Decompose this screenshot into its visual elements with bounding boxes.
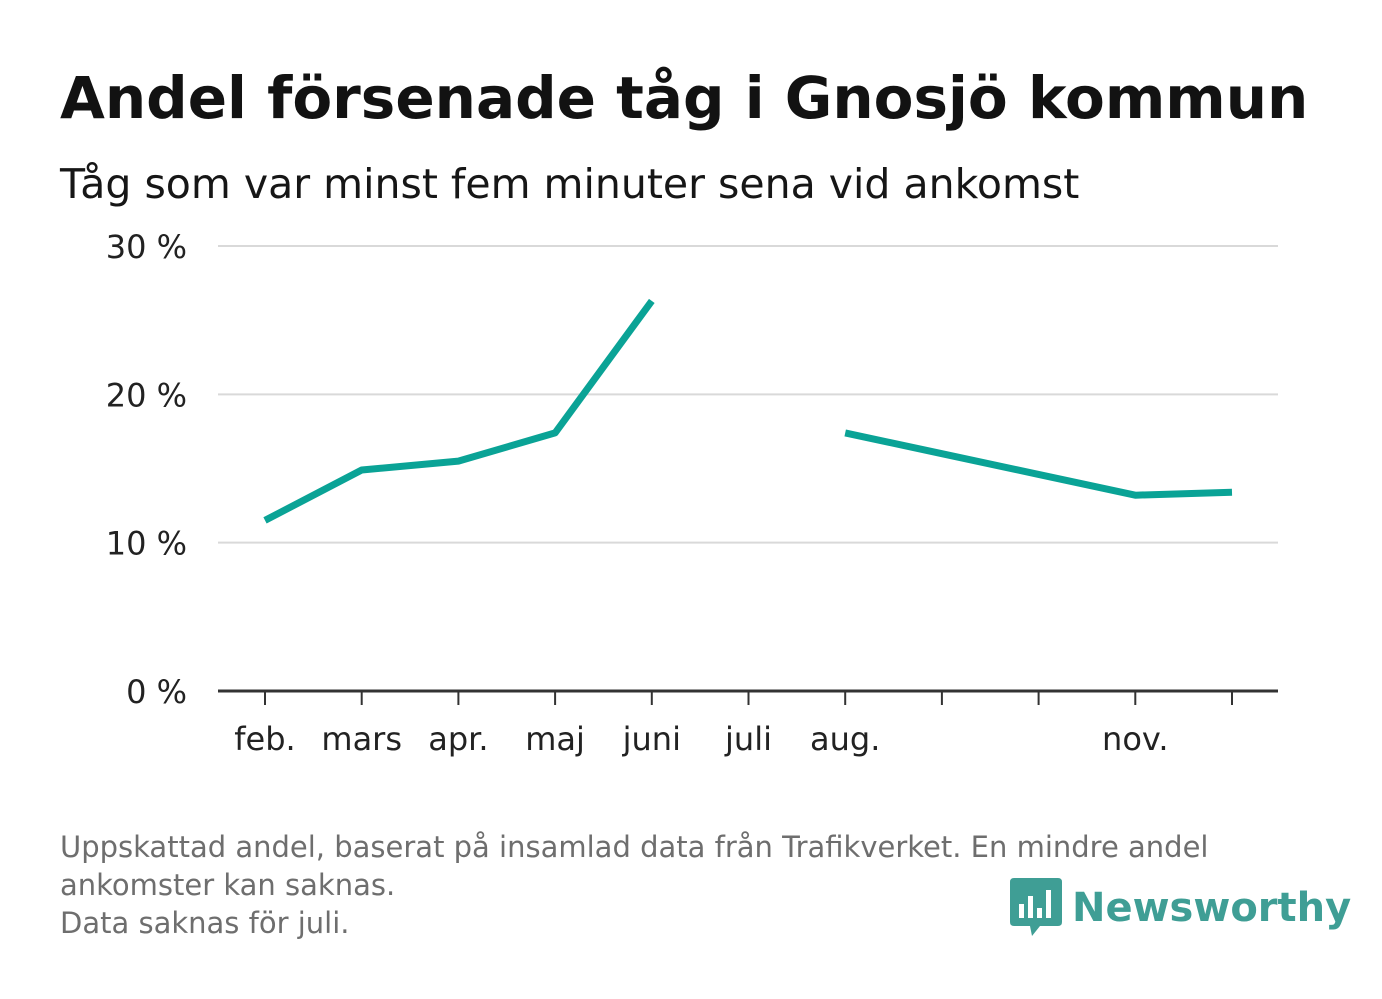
brand-name: Newsworthy bbox=[1072, 885, 1352, 931]
x-tick-label: feb. bbox=[234, 720, 295, 758]
x-tick-label: apr. bbox=[428, 720, 488, 758]
chart-title: Andel försenade tåg i Gnosjö kommun bbox=[60, 64, 1309, 132]
y-tick-label: 30 % bbox=[106, 228, 187, 266]
x-tick-label: mars bbox=[321, 720, 402, 758]
footnote: Uppskattad andel, baserat på insamlad da… bbox=[60, 828, 1320, 942]
series-line-segment-2 bbox=[844, 429, 1233, 499]
x-tick-label: nov. bbox=[1102, 720, 1168, 758]
footnote-line-1: Uppskattad andel, baserat på insamlad da… bbox=[60, 830, 1209, 864]
bar-chart-speech-bubble-icon bbox=[1010, 878, 1062, 936]
footnote-line-3: Data saknas för juli. bbox=[60, 906, 350, 940]
x-tick-label: juni bbox=[622, 720, 681, 758]
y-tick-label: 20 % bbox=[106, 376, 187, 414]
y-tick-label: 0 % bbox=[126, 673, 187, 711]
line-chart: 0 % 10 % 20 % 30 % feb. mars apr. maj juni juli au… bbox=[106, 228, 1278, 758]
y-tick-label: 10 % bbox=[106, 525, 187, 563]
footnote-line-2: ankomster kan saknas. bbox=[60, 868, 396, 902]
x-tick-label: maj bbox=[525, 720, 585, 758]
brand-logo: Newsworthy bbox=[1010, 878, 1351, 938]
chart-subtitle: Tåg som var minst fem minuter sena vid a… bbox=[60, 160, 1080, 208]
x-tick-label: juli bbox=[724, 720, 772, 758]
x-tick-label: aug. bbox=[810, 720, 880, 758]
series-line-segment-1 bbox=[263, 298, 655, 524]
